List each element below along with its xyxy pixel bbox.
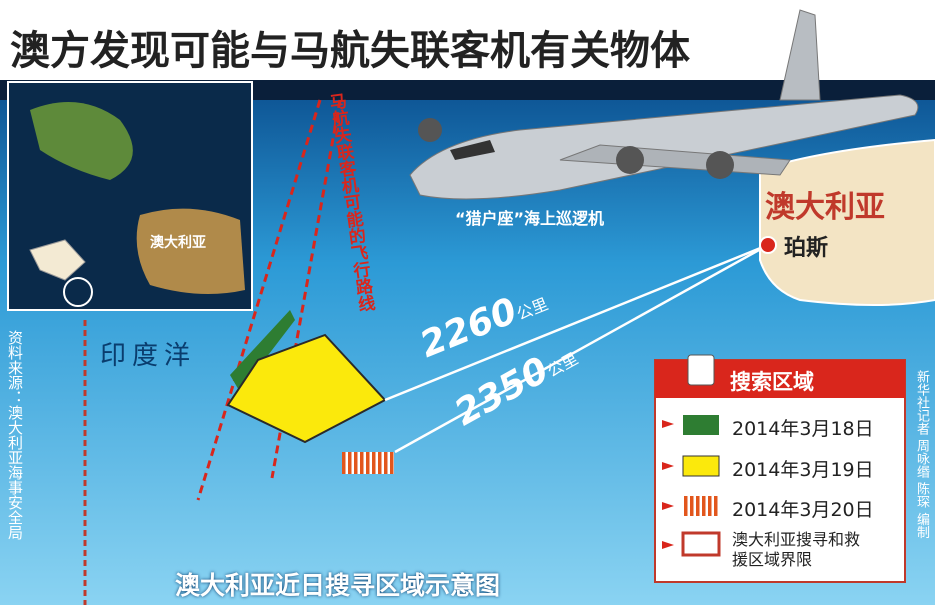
flight-path [196, 99, 322, 501]
search-area-18 [230, 310, 295, 392]
search-area-19 [226, 333, 387, 444]
legend-swatch-19 [682, 455, 720, 477]
patrol-plane [409, 9, 919, 200]
legend-item: 2014年3月20日 [732, 499, 874, 521]
inset-australia [136, 208, 245, 294]
caption: 澳大利亚近日搜寻区域示意图 [175, 571, 501, 600]
distance-line [384, 243, 769, 402]
source: 资料来源：澳大利亚海事安全局 [6, 330, 24, 540]
inset-label: 澳大利亚 [150, 235, 206, 251]
city-label: 珀斯 [784, 236, 829, 261]
inset-arrow [29, 239, 86, 281]
search-area-20 [342, 452, 394, 474]
legend-item: 澳大利亚搜寻和救援区域界限 [732, 530, 861, 569]
region-label: 澳大利亚 [765, 190, 885, 225]
inset-land [30, 102, 133, 180]
legend-swatch-boundary [681, 531, 721, 557]
distance-unit: 公里 [513, 294, 551, 324]
legend-swatch-18 [683, 415, 719, 435]
title: 澳方发现可能与马航失联客机有关物体 [10, 28, 690, 74]
legend-title: 搜索区域 [730, 370, 814, 394]
perth-marker [759, 236, 777, 254]
credit: 新华社记者 周咏缗 陈琛 编制 [914, 370, 929, 539]
plane-caption: “猎户座”海上巡逻机 [455, 209, 605, 228]
ocean-label: 印度洋 [100, 341, 197, 371]
legend-icon [687, 354, 715, 386]
legend-item: 2014年3月19日 [732, 459, 874, 481]
inset-circle [63, 277, 93, 307]
distance-line [394, 243, 769, 454]
legend-swatch-20 [683, 496, 719, 516]
australia-land [759, 138, 935, 306]
legend-item: 2014年3月18日 [732, 418, 874, 440]
